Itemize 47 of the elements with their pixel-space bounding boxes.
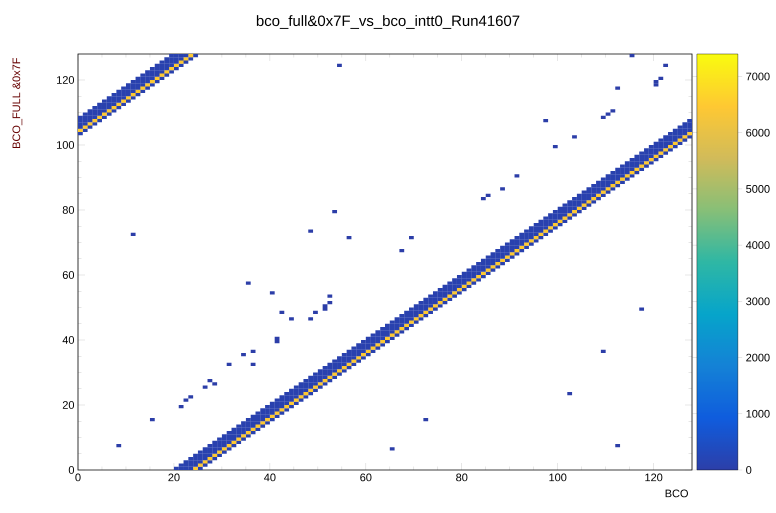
color-bar-label: 5000	[746, 185, 770, 193]
point	[500, 187, 505, 190]
point	[322, 308, 328, 311]
y-tick-label: 60	[62, 271, 74, 279]
point	[241, 353, 246, 356]
y-tick-label: 100	[57, 141, 74, 149]
y-axis-title: BCO_FULL &0x7F	[12, 58, 22, 148]
color-bar-label: 6000	[746, 128, 770, 137]
y-tick-label: 40	[62, 336, 74, 344]
y-tick-label: 80	[62, 206, 74, 214]
x-tick-label: 20	[168, 474, 180, 482]
x-tick-label: 40	[264, 474, 276, 482]
point	[274, 336, 280, 340]
point	[322, 304, 328, 308]
point	[208, 379, 212, 382]
point	[289, 317, 294, 320]
point	[654, 80, 658, 84]
color-bar-label: 0	[746, 466, 752, 474]
y-tick-label: 20	[62, 401, 74, 409]
point	[630, 54, 634, 58]
point	[332, 210, 338, 214]
point	[337, 64, 342, 67]
color-bar-label: 3000	[746, 297, 770, 306]
y-tick-label: 120	[57, 76, 74, 84]
point	[250, 362, 256, 366]
point	[654, 83, 658, 86]
chart-title: bco_full&0x7F_vs_bco_intt0_Run41607	[256, 15, 520, 29]
x-axis-title: BCO	[666, 490, 688, 498]
point	[606, 112, 610, 116]
point	[346, 236, 352, 240]
color-bar-label: 1000	[746, 410, 770, 418]
x-tick-label: 120	[645, 474, 662, 482]
point	[514, 174, 520, 178]
point	[408, 236, 414, 240]
x-tick-label: 0	[75, 474, 81, 482]
color-bar-label: 7000	[746, 72, 770, 80]
color-bar-label: 2000	[746, 354, 770, 362]
y-tick-label: 0	[68, 466, 74, 474]
x-tick-label: 80	[456, 474, 468, 482]
point	[274, 340, 280, 344]
color-bar-label: 4000	[746, 241, 770, 250]
point	[313, 310, 318, 314]
point	[250, 350, 256, 353]
point	[184, 398, 188, 402]
x-tick-label: 60	[360, 474, 372, 482]
point	[572, 135, 577, 138]
x-tick-label: 100	[549, 474, 566, 482]
